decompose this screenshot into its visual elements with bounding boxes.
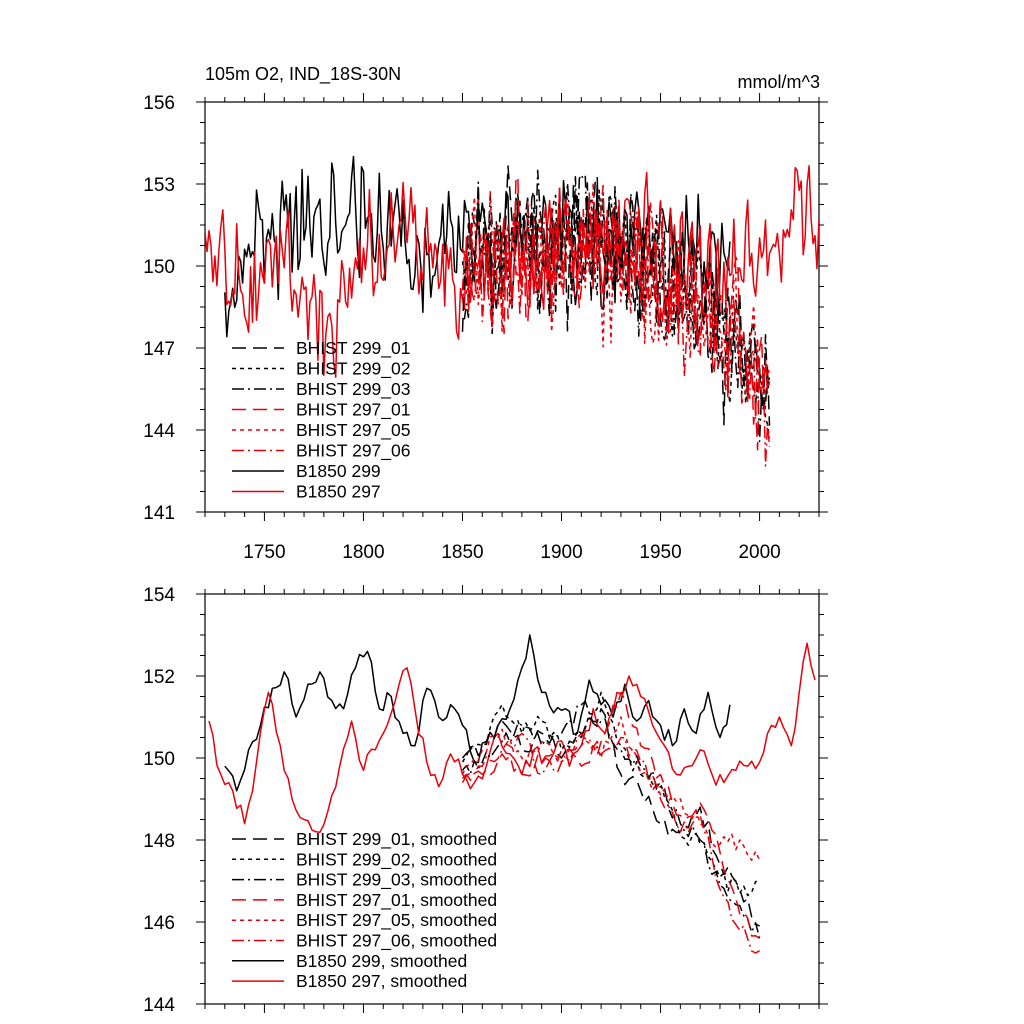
x-tick-labels: 1750 1800 1850 1900 1950 2000 <box>243 542 780 563</box>
legend-label: BHIST 297_05, smoothed <box>296 910 497 931</box>
y-tick-labels: 141 144 147 150 153 156 <box>143 93 175 524</box>
x-tick-label: 1800 <box>342 542 384 563</box>
series-line-bhist-297-06-smoothed <box>461 732 760 954</box>
legend-label: B1850 297 <box>296 482 381 502</box>
y-tick-label: 148 <box>143 831 175 852</box>
panel-top: 105m O2, IND_18S-30N mmol/m^3 1750 1800 18… <box>143 64 828 563</box>
series-line-bhist-297-05 <box>461 182 771 404</box>
series-line-b1850-299-smoothed <box>224 634 731 792</box>
series-line-bhist-299-03 <box>462 169 771 443</box>
panel-bottom: 144 146 148 150 152 154 BHIST 299_01, smoothe… <box>143 585 828 1016</box>
y-tick-labels: 144 146 148 150 152 154 <box>143 585 175 1016</box>
series-line-bhist-297-06 <box>461 184 771 467</box>
legend-label: BHIST 297_06 <box>296 441 410 462</box>
axis-ticks <box>196 93 828 521</box>
y-tick-label: 153 <box>143 175 175 196</box>
y-tick-label: 141 <box>143 503 175 524</box>
series-group <box>208 634 816 954</box>
y-tick-label: 147 <box>143 339 175 360</box>
x-tick-label: 2000 <box>738 542 780 563</box>
x-tick-label: 1750 <box>243 542 285 563</box>
legend-label: BHIST 297_01, smoothed <box>296 890 497 911</box>
y-tick-label: 144 <box>143 995 175 1016</box>
series-line-bhist-297-05-smoothed <box>461 716 761 862</box>
axis-ticks <box>196 585 828 1013</box>
legend-label: BHIST 299_02 <box>296 359 410 380</box>
y-tick-label: 156 <box>143 93 175 114</box>
series-group <box>205 155 819 467</box>
legend-label: B1850 297, smoothed <box>296 971 467 991</box>
x-tick-label: 1900 <box>540 542 582 563</box>
y-tick-label: 146 <box>143 913 175 934</box>
legend-label: BHIST 299_02, smoothed <box>296 849 497 870</box>
legend-label: B1850 299, smoothed <box>296 951 467 971</box>
units-label: mmol/m^3 <box>738 72 820 92</box>
y-tick-label: 150 <box>143 257 175 278</box>
y-tick-label: 144 <box>143 421 175 442</box>
legend-label: BHIST 297_06, smoothed <box>296 931 497 952</box>
legend-label: BHIST 299_01, smoothed <box>296 829 497 850</box>
x-tick-label: 1850 <box>441 542 483 563</box>
y-tick-label: 154 <box>143 585 175 606</box>
series-line-b1850-297-smoothed <box>208 642 816 834</box>
chart-title: 105m O2, IND_18S-30N <box>205 64 401 85</box>
legend-label: BHIST 299_03 <box>296 379 410 400</box>
series-line-bhist-297-01-smoothed <box>461 691 761 940</box>
y-tick-label: 150 <box>143 749 175 770</box>
series-line-bhist-297-01 <box>461 175 771 451</box>
x-tick-label: 1950 <box>639 542 681 563</box>
legend-label: BHIST 297_05 <box>296 420 410 441</box>
series-line-bhist-299-01-smoothed <box>461 708 760 927</box>
legend-label: BHIST 299_01 <box>296 338 410 359</box>
series-line-bhist-299-02-smoothed <box>461 691 760 897</box>
legend-label: B1850 299 <box>296 461 381 481</box>
legend-label: BHIST 299_03, smoothed <box>296 870 497 891</box>
legend-label: BHIST 297_01 <box>296 400 410 421</box>
y-tick-label: 152 <box>143 667 175 688</box>
